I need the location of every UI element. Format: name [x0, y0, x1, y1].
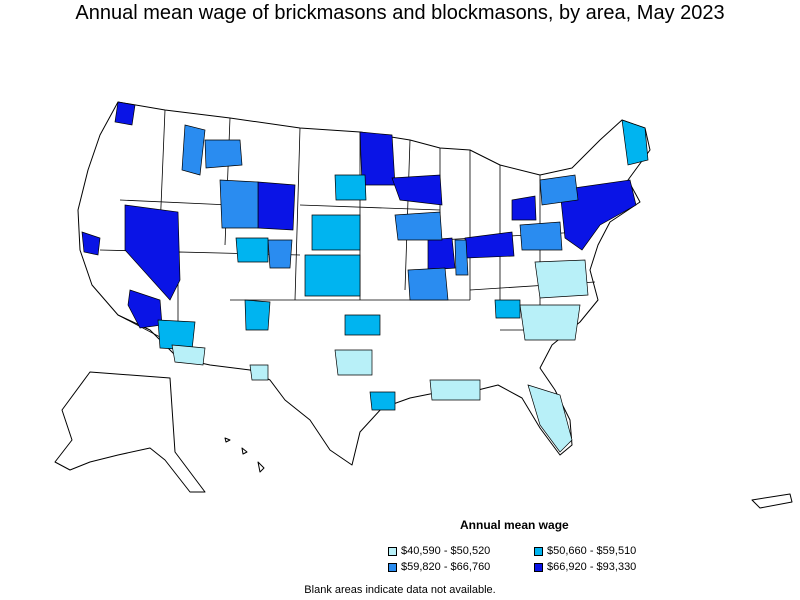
- midwest-area: [394, 211, 443, 241]
- missouri-area: [407, 267, 449, 301]
- colorado-east-area: [235, 237, 269, 263]
- legend: $40,590 - $50,520 $50,660 - $59,510 $59,…: [388, 545, 654, 573]
- indiana-area: [454, 239, 469, 276]
- kentucky-area: [494, 299, 521, 319]
- nevada-area: [124, 204, 181, 301]
- pennsylvania-area: [519, 221, 563, 251]
- hawaii-island: [257, 461, 265, 473]
- legend-item: $40,590 - $50,520: [388, 545, 534, 557]
- legend-label: $40,590 - $50,520: [401, 545, 491, 557]
- colorado-area: [267, 239, 293, 269]
- upper-midwest-area: [391, 174, 443, 206]
- michigan-area: [511, 195, 537, 221]
- legend-swatch: [534, 546, 543, 556]
- legend-swatch: [534, 562, 543, 572]
- dakota-area: [334, 174, 367, 201]
- kansas-area: [304, 254, 361, 297]
- illinois-area: [427, 237, 456, 271]
- legend-label: $66,920 - $93,330: [547, 561, 637, 573]
- legend-swatch: [388, 562, 397, 572]
- hawaii-island: [241, 447, 248, 455]
- florida-area: [527, 384, 573, 453]
- utah-area: [219, 179, 259, 229]
- sf-area: [81, 231, 101, 256]
- la-area: [127, 289, 163, 329]
- puerto-rico-outline: [751, 493, 793, 509]
- footnote: Blank areas indicate data not available.: [304, 584, 496, 596]
- alaska-outline: [54, 371, 206, 493]
- idaho-area: [181, 124, 206, 176]
- houston-area: [369, 391, 396, 411]
- oklahoma-area: [344, 314, 381, 336]
- legend-item: $66,920 - $93,330: [534, 561, 654, 573]
- maine-area: [621, 119, 649, 166]
- nebraska-area: [311, 214, 361, 251]
- legend-title: Annual mean wage: [460, 518, 569, 532]
- hawaii-island: [224, 437, 231, 443]
- legend-item: $50,660 - $59,510: [534, 545, 654, 557]
- virginia-area: [534, 259, 589, 299]
- carolinas-area: [519, 304, 581, 341]
- legend-swatch: [388, 546, 397, 556]
- legend-label: $50,660 - $59,510: [547, 545, 637, 557]
- montana-area: [204, 139, 243, 169]
- texas-area: [334, 349, 373, 376]
- map-title: Annual mean wage of brickmasons and bloc…: [75, 2, 725, 24]
- new-york-area: [539, 174, 579, 206]
- wyoming-area: [257, 181, 296, 231]
- washington-area: [114, 101, 136, 126]
- legend-item: $59,820 - $66,760: [388, 561, 534, 573]
- new-mexico-area: [244, 299, 271, 331]
- northeast-area: [559, 179, 637, 251]
- alabama-area: [429, 379, 481, 401]
- legend-label: $59,820 - $66,760: [401, 561, 491, 573]
- south-texas-area: [249, 364, 269, 381]
- arizona-south-area: [171, 344, 206, 366]
